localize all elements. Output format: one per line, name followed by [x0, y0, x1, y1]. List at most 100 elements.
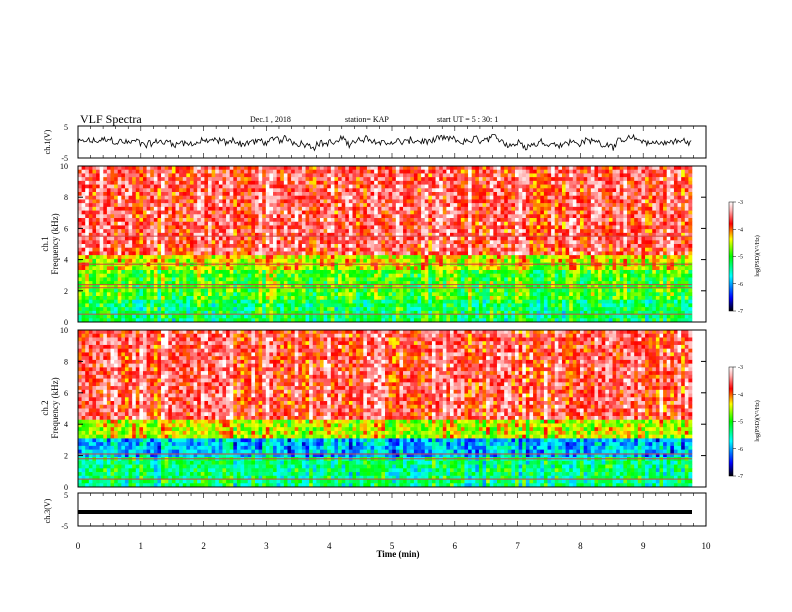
ch1-spec-cell [244, 270, 249, 275]
ch1-spec-cell [168, 310, 173, 315]
ch1-spec-cell [208, 270, 212, 275]
ch1-spec-cell [327, 203, 332, 208]
ch1-spec-cell [338, 318, 342, 323]
ch1-spec-cell [182, 195, 187, 200]
ch1-spec-cell [132, 258, 137, 263]
ch1-spec-cell [301, 221, 306, 226]
ch1-spec-cell [316, 206, 321, 211]
ch1-spec-cell [175, 314, 180, 319]
ch1-spec-cell [200, 292, 205, 297]
ch1-spec-cell [417, 303, 422, 308]
ch1-spec-cell [128, 281, 133, 286]
ch1-spec-cell [291, 180, 295, 185]
ch1-spec-cell [193, 214, 198, 219]
ch1-spec-cell [309, 270, 314, 275]
ch1-spec-cell [316, 173, 321, 178]
ch1-spec-cell [121, 218, 126, 223]
ch1-spec-cell [305, 188, 310, 193]
ch1-spec-cell [417, 214, 422, 219]
ch1-spec-cell [305, 236, 310, 241]
ch1-spec-cell [168, 318, 173, 323]
ch1-spec-cell [135, 229, 140, 234]
ch1-spec-cell [363, 195, 368, 200]
ch1-spec-cell [374, 247, 379, 252]
ch1-spec-cell [428, 180, 433, 185]
ch1-spec-cell [280, 236, 285, 241]
ch1-spec-cell [381, 240, 386, 245]
ch1-spec-cell [312, 273, 317, 278]
ch1-spec-cell [218, 173, 223, 178]
ch1-spec-cell [114, 218, 119, 223]
ch1-spec-cell [236, 218, 241, 223]
ch1-spec-cell [171, 314, 176, 319]
ch1-spec-cell [298, 270, 303, 275]
ch1-spec-cell [114, 303, 119, 308]
ch1-spec-cell [486, 303, 491, 308]
ch1-spec-cell [446, 229, 451, 234]
ch1-spec-cell [377, 184, 382, 189]
ch1-spec-cell [330, 296, 335, 301]
ch1-spec-cell [175, 166, 180, 171]
ch1-spec-cell [283, 218, 288, 223]
ch1-spec-cell [392, 188, 397, 193]
ch1-spec-cell [287, 203, 292, 208]
ch1-spec-cell [406, 236, 411, 241]
ch1-spec-cell [359, 307, 364, 312]
ch1-spec-cell [161, 303, 165, 308]
ch1-spec-cell [359, 218, 364, 223]
ch1-spec-cell [139, 195, 144, 200]
ch1-spec-cell [258, 221, 263, 226]
ch1-spec-cell [424, 166, 429, 171]
ch1-spec-cell [323, 318, 328, 323]
ch1-spec-cell [99, 270, 104, 275]
ch1-spec-cell [309, 258, 314, 263]
ch1-spec-cell [341, 277, 346, 282]
ch1-spec-cell [211, 281, 216, 286]
ch1-spec-cell [197, 258, 202, 263]
ch1-spec-cell [464, 314, 469, 319]
ch1-spec-cell [283, 221, 288, 226]
ch1-spec-cell [338, 273, 342, 278]
ch1-spec-cell [247, 292, 252, 297]
ch1-spec-cell [381, 218, 386, 223]
ch1-spec-cell [153, 318, 158, 323]
ch1-spec-cell [338, 299, 342, 304]
ch1-spec-cell [200, 188, 205, 193]
ch1-spec-cell [211, 173, 216, 178]
ch1-spec-cell [262, 232, 267, 237]
ch1-spec-cell [254, 266, 259, 271]
ch1-spec-cell [442, 292, 447, 297]
ch1-spec-cell [193, 236, 198, 241]
ch1-spec-cell [287, 292, 292, 297]
ch1-spec-cell [117, 244, 122, 249]
ch1-spec-cell [316, 221, 321, 226]
ch1-spec-cell [377, 229, 382, 234]
ch1-spec-cell [403, 210, 407, 215]
ch1-spec-cell [428, 169, 433, 174]
ch1-spec-cell [435, 266, 440, 271]
ch1-spec-cell [139, 236, 144, 241]
ch1-spec-cell [103, 192, 108, 197]
ch1-spec-cell [254, 292, 259, 297]
ch1-spec-cell [208, 221, 212, 226]
ch1-spec-cell [334, 173, 339, 178]
ch1-spec-cell [435, 296, 440, 301]
ch1-spec-cell [323, 273, 328, 278]
ch1-spec-cell [312, 199, 317, 204]
ch1-spec-cell [323, 277, 328, 282]
ch1-spec-cell [218, 299, 223, 304]
ch1-spec-cell [305, 296, 310, 301]
ch1-spec-cell [338, 206, 342, 211]
ch1-spec-cell [403, 310, 407, 315]
ch1-spec-cell [482, 218, 487, 223]
ch1-spec-cell [392, 266, 397, 271]
ch1-spec-cell [457, 188, 462, 193]
ch1-spec-cell [486, 288, 491, 293]
ch1-spec-cell [222, 184, 227, 189]
ch1-spec-cell [124, 192, 129, 197]
ch1-spec-cell [399, 244, 404, 249]
ch1-spec-cell [189, 247, 194, 252]
ch1-spec-cell [258, 277, 263, 282]
ch1-spec-cell [410, 229, 415, 234]
ch1-spec-cell [475, 270, 480, 275]
